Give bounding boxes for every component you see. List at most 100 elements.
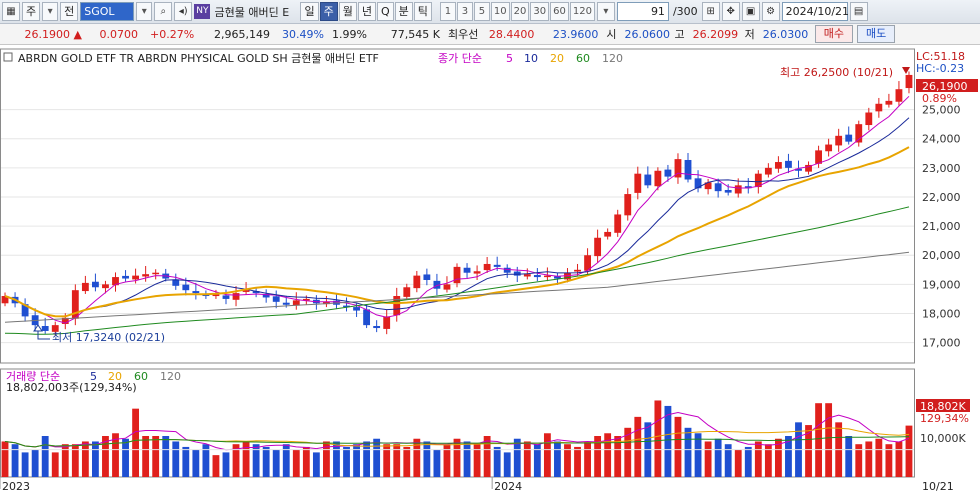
volume-bar xyxy=(654,400,662,477)
volume-bar xyxy=(463,441,471,477)
period-tab-5[interactable]: 분 xyxy=(394,2,413,21)
period-tab-0[interactable]: 일 xyxy=(300,2,319,21)
candle-body xyxy=(262,293,270,298)
volume-bar xyxy=(92,441,99,477)
period-tab-2[interactable]: 월 xyxy=(338,2,357,21)
top-ask: 28.4400 xyxy=(488,27,535,41)
interval-tab-60[interactable]: 60 xyxy=(550,2,569,21)
save-icon[interactable]: ▣ xyxy=(741,2,760,21)
candle-body xyxy=(463,267,471,273)
period-tab-1[interactable]: 주 xyxy=(319,2,338,21)
period-tab-6[interactable]: 틱 xyxy=(413,2,432,21)
candle-body xyxy=(604,231,612,237)
volume-bar xyxy=(302,446,310,477)
interval-tab-20[interactable]: 20 xyxy=(510,2,530,21)
price-tick-label: 19,000 xyxy=(922,278,961,291)
volume-bar xyxy=(182,446,190,477)
symbol-dropdown-icon[interactable]: ▾ xyxy=(136,2,153,21)
candle-body xyxy=(473,271,481,274)
candle-body xyxy=(885,100,893,105)
interval-tab-5[interactable]: 5 xyxy=(473,2,490,21)
candle-body xyxy=(634,173,642,193)
open-label: 시 xyxy=(606,28,617,41)
candle-body xyxy=(684,159,692,180)
volume-bar xyxy=(754,441,762,477)
interval-tab-30[interactable]: 30 xyxy=(530,2,550,21)
ma-legend-20: 20 xyxy=(550,52,564,65)
candle-body xyxy=(704,182,712,190)
price-tick-label: 21,000 xyxy=(922,220,961,233)
sell-button[interactable]: 매도 xyxy=(857,25,896,43)
volume-bar xyxy=(714,438,722,477)
volume-bar xyxy=(684,427,692,477)
settings-icon[interactable]: ⚙ xyxy=(761,2,780,21)
candle-body xyxy=(805,164,812,172)
price-change-pct: +0.27% xyxy=(150,27,195,41)
volume-bar xyxy=(172,441,180,477)
calendar-icon[interactable]: ▤ xyxy=(849,2,868,21)
volume-bar xyxy=(493,446,501,477)
market-select[interactable]: 주 xyxy=(22,2,41,21)
candle-body xyxy=(403,287,411,297)
candle-body xyxy=(353,307,360,311)
volume-current-label: 18,802,003주(129,34%) xyxy=(6,381,137,394)
period-tab-4[interactable]: Q xyxy=(376,2,394,21)
volume-bar xyxy=(523,441,531,477)
amount: 77,545 K xyxy=(390,27,440,41)
high-value: 26.2099 xyxy=(692,27,739,41)
interval-tab-10[interactable]: 10 xyxy=(490,2,510,21)
count-input[interactable]: 91 xyxy=(616,2,669,21)
candle-body xyxy=(393,296,401,316)
interval-tab-1[interactable]: 1 xyxy=(439,2,456,21)
volume-legend-label: 거래량 단순 xyxy=(6,370,60,383)
volume-bar xyxy=(61,444,69,477)
candle-body xyxy=(423,274,431,280)
price-tick-label: 25,000 xyxy=(922,104,961,117)
buy-button[interactable]: 매수 xyxy=(814,25,853,43)
grid-menu-icon[interactable]: ▦ xyxy=(2,2,20,21)
volume-bar xyxy=(152,436,160,477)
interval-tab-3[interactable]: 3 xyxy=(456,2,473,21)
candle-body xyxy=(1,296,9,304)
volume-bar xyxy=(51,452,59,477)
candle-body xyxy=(222,295,230,299)
volume: 2,965,149 xyxy=(214,27,270,41)
date-input[interactable]: 2024/10/21 xyxy=(781,2,849,21)
price-volume-chart[interactable]: 17,000 18,000 19,000 20,000 21,000 22,000 23,0… xyxy=(0,47,980,495)
volume-bar xyxy=(704,441,712,477)
expand-icon[interactable]: ✥ xyxy=(721,2,740,21)
x-axis-label: 10/21 xyxy=(922,480,954,493)
volume-bar xyxy=(734,449,742,477)
hc-label: HC:-0.23 xyxy=(916,62,964,75)
volume-bar xyxy=(503,452,511,477)
ma-legend-120: 120 xyxy=(602,52,623,65)
volume-bar xyxy=(443,444,451,477)
last-price-label: 26,1900 xyxy=(922,80,968,93)
volume-bar xyxy=(513,438,521,477)
volume-bar xyxy=(543,433,551,477)
interval-tab-120[interactable]: 120 xyxy=(569,2,595,21)
volume-bar xyxy=(353,444,360,477)
low-marker-icon xyxy=(33,324,50,340)
board-select[interactable]: 전 xyxy=(60,2,79,21)
symbol-input[interactable]: SGOL xyxy=(80,2,135,21)
interval-dropdown-icon[interactable]: ▾ xyxy=(596,2,615,21)
market-dropdown-icon[interactable]: ▾ xyxy=(42,2,59,21)
chart-title: ABRDN GOLD ETF TR ABRDN PHYSICAL GOLD SH… xyxy=(18,52,379,65)
candle-body xyxy=(533,275,541,278)
volume-bar xyxy=(483,436,491,477)
candle-body xyxy=(744,186,752,189)
candle-body xyxy=(694,178,702,189)
chart-tools-icon[interactable]: ⊞ xyxy=(701,2,720,21)
ma-line-10 xyxy=(4,117,910,317)
volume-bar xyxy=(252,444,260,477)
period-tab-3[interactable]: 년 xyxy=(357,2,376,21)
search-icon[interactable]: ⌕ xyxy=(154,2,173,21)
volume-bar xyxy=(363,441,371,477)
chart-area[interactable]: 17,000 18,000 19,000 20,000 21,000 22,000 23,0… xyxy=(0,47,980,495)
candle-body xyxy=(724,189,732,193)
speaker-icon[interactable]: ◂) xyxy=(174,2,193,21)
volume-bar xyxy=(433,449,441,477)
x-axis-label: 2024 xyxy=(494,480,522,493)
